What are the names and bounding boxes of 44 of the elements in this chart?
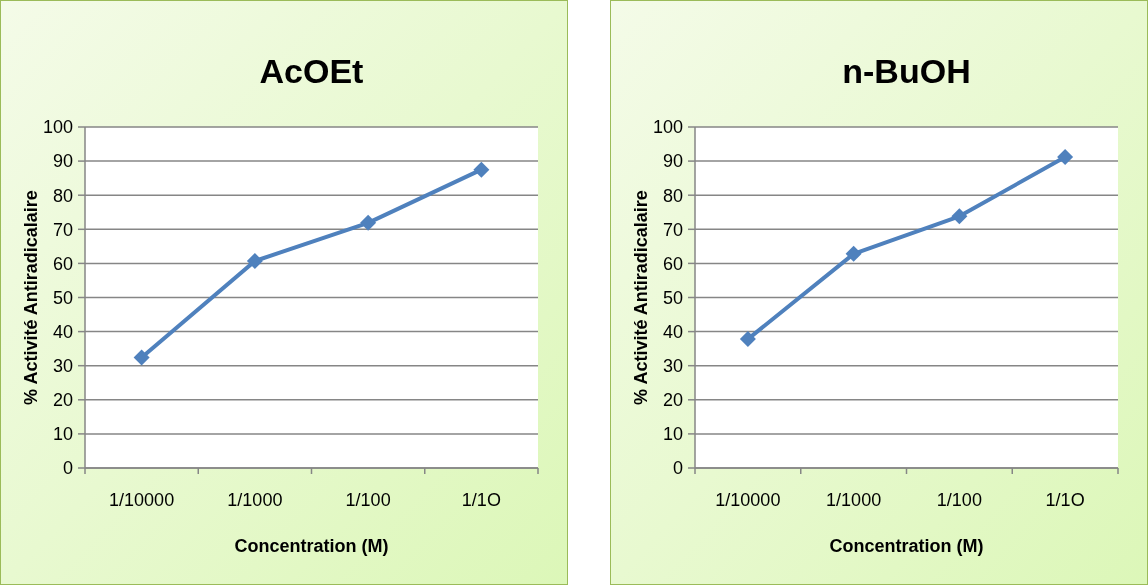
y-tick-label: 50 bbox=[662, 287, 683, 308]
x-tick-label: 1/100 bbox=[345, 490, 391, 510]
point bbox=[951, 208, 968, 225]
y-tick-label: 70 bbox=[662, 219, 683, 240]
y-tick-label: 30 bbox=[52, 356, 73, 376]
y-tick-label: 20 bbox=[52, 390, 73, 411]
y-tick-label: 50 bbox=[52, 287, 73, 308]
y-tick-label: 60 bbox=[52, 253, 73, 274]
y-tick-label: 100 bbox=[652, 117, 683, 138]
y-tick-label: 20 bbox=[662, 390, 683, 411]
point bbox=[246, 253, 263, 270]
y-tick-label: 0 bbox=[62, 458, 73, 479]
x-axis-title: Concentration (M) bbox=[829, 536, 984, 556]
y-tick-label: 40 bbox=[52, 321, 73, 342]
y-tick-label: 30 bbox=[662, 356, 683, 376]
chart-title: AcOEt bbox=[259, 52, 364, 90]
point bbox=[845, 245, 862, 262]
y-tick-label: 10 bbox=[662, 424, 683, 445]
y-tick-label: 100 bbox=[42, 117, 73, 138]
x-tick-label: 1/1O bbox=[1045, 490, 1085, 510]
y-tick-label: 0 bbox=[672, 458, 683, 479]
x-tick-label: 1/10000 bbox=[109, 490, 175, 510]
y-tick-label: 80 bbox=[662, 185, 683, 206]
point bbox=[473, 161, 490, 178]
x-tick-label: 1/10000 bbox=[715, 490, 781, 510]
point bbox=[1057, 149, 1074, 166]
y-tick-label: 40 bbox=[662, 321, 683, 342]
x-tick-label: 1/100 bbox=[936, 490, 982, 510]
x-axis-title: Concentration (M) bbox=[234, 536, 389, 556]
y-axis-title: % Activité Antiradicalaire bbox=[631, 190, 651, 405]
x-tick-label: 1/1O bbox=[461, 490, 501, 510]
y-axis-title: % Activité Antiradicalaire bbox=[21, 190, 41, 405]
point bbox=[739, 331, 756, 348]
chart-title: n-BuOH bbox=[842, 52, 971, 90]
y-tick-label: 90 bbox=[52, 151, 73, 172]
x-tick-label: 1/1000 bbox=[826, 490, 882, 510]
point bbox=[360, 214, 377, 231]
y-tick-label: 60 bbox=[662, 253, 683, 274]
x-tick-label: 1/1000 bbox=[227, 490, 283, 510]
point bbox=[133, 349, 150, 366]
y-tick-label: 10 bbox=[52, 424, 73, 445]
y-tick-label: 70 bbox=[52, 219, 73, 240]
y-tick-label: 80 bbox=[52, 185, 73, 206]
y-tick-label: 90 bbox=[662, 151, 683, 172]
